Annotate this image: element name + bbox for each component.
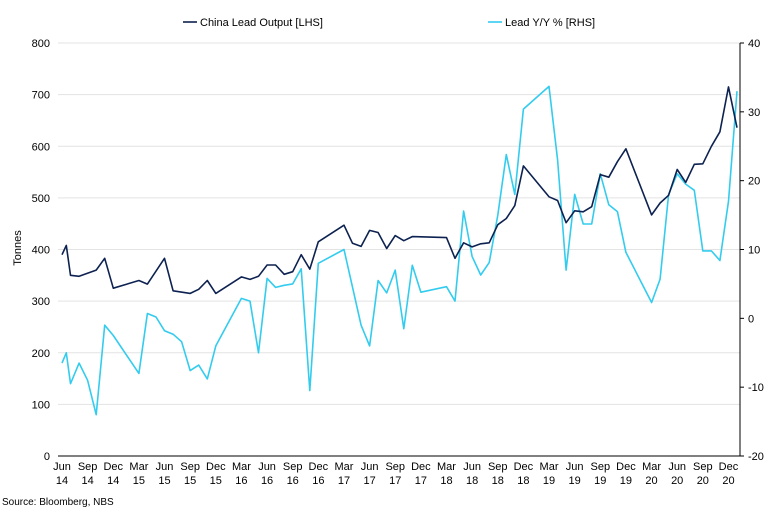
x-tick-year: 15: [184, 475, 196, 487]
x-tick-month: Dec: [103, 461, 123, 473]
x-tick-month: Dec: [719, 461, 739, 473]
x-tick-month: Mar: [129, 461, 148, 473]
right-tick-label: 40: [748, 38, 760, 50]
x-tick-month: Jun: [156, 461, 174, 473]
left-axis-title: Tonnes: [12, 230, 24, 266]
x-tick-year: 15: [158, 475, 170, 487]
legend-label-china-lead-output: China Lead Output [LHS]: [200, 17, 323, 29]
x-tick-year: 14: [82, 475, 94, 487]
x-tick-year: 16: [312, 475, 324, 487]
x-tick-month: Sep: [78, 461, 98, 473]
x-tick-year: 19: [620, 475, 632, 487]
x-tick-month: Jun: [258, 461, 276, 473]
x-tick-month: Sep: [488, 461, 508, 473]
x-tick-year: 16: [261, 475, 273, 487]
x-tick-month: Sep: [283, 461, 303, 473]
right-axis-ticks: -20 -10 0 10 20 30 40: [740, 38, 764, 463]
x-tick-year: 19: [569, 475, 581, 487]
x-tick-year: 17: [338, 475, 350, 487]
x-tick-month: Jun: [463, 461, 481, 473]
x-tick-year: 19: [594, 475, 606, 487]
left-tick-label: 0: [44, 451, 50, 463]
legend-label-lead-yy: Lead Y/Y % [RHS]: [505, 17, 595, 29]
left-axis-ticks: 0 100 200 300 400 500 600 700 800: [32, 38, 50, 463]
left-tick-label: 700: [32, 90, 50, 102]
x-tick-month: Sep: [591, 461, 611, 473]
x-tick-year: 20: [697, 475, 709, 487]
x-tick-year: 19: [543, 475, 555, 487]
right-tick-label: 30: [748, 107, 760, 119]
x-tick-year: 18: [466, 475, 478, 487]
x-tick-month: Jun: [361, 461, 379, 473]
x-tick-month: Sep: [180, 461, 200, 473]
right-tick-label: 20: [748, 176, 760, 188]
left-tick-label: 800: [32, 38, 50, 50]
x-tick-month: Dec: [616, 461, 636, 473]
source-note: Source: Bloomberg, NBS: [2, 497, 114, 508]
series-lines: [61, 85, 738, 416]
x-tick-year: 14: [107, 475, 119, 487]
x-tick-year: 17: [389, 475, 401, 487]
x-axis-ticks: Jun 14 Sep 14 Dec 14 Mar 15 Jun 15 Sep 15 Dec 15 Mar 16…: [53, 461, 739, 487]
x-tick-month: Mar: [334, 461, 353, 473]
x-tick-year: 20: [722, 475, 734, 487]
x-tick-month: Sep: [693, 461, 713, 473]
x-tick-year: 16: [235, 475, 247, 487]
series-line-lead-yy: [61, 85, 738, 416]
x-tick-year: 18: [517, 475, 529, 487]
x-tick-year: 18: [440, 475, 452, 487]
right-tick-label: -10: [748, 382, 764, 394]
x-tick-year: 14: [56, 475, 68, 487]
left-tick-label: 300: [32, 296, 50, 308]
gridlines: [58, 42, 740, 405]
left-tick-label: 400: [32, 245, 50, 257]
right-tick-label: -20: [748, 451, 764, 463]
left-tick-label: 500: [32, 193, 50, 205]
x-tick-month: Dec: [309, 461, 329, 473]
x-tick-month: Jun: [668, 461, 686, 473]
x-tick-year: 16: [287, 475, 299, 487]
series-line-china-lead-output: [61, 86, 738, 295]
x-tick-month: Mar: [642, 461, 661, 473]
right-tick-label: 0: [748, 313, 754, 325]
x-tick-month: Mar: [437, 461, 456, 473]
x-tick-month: Jun: [53, 461, 71, 473]
x-tick-year: 15: [133, 475, 145, 487]
x-tick-year: 17: [415, 475, 427, 487]
x-tick-month: Dec: [514, 461, 534, 473]
x-tick-year: 18: [492, 475, 504, 487]
x-tick-month: Jun: [566, 461, 584, 473]
left-tick-label: 100: [32, 399, 50, 411]
x-tick-year: 20: [645, 475, 657, 487]
x-tick-month: Dec: [206, 461, 226, 473]
x-tick-year: 17: [363, 475, 375, 487]
x-tick-year: 15: [210, 475, 222, 487]
x-tick-month: Sep: [385, 461, 405, 473]
x-tick-month: Mar: [540, 461, 559, 473]
legend: China Lead Output [LHS] Lead Y/Y % [RHS]: [183, 17, 595, 29]
x-tick-month: Mar: [232, 461, 251, 473]
left-tick-label: 200: [32, 348, 50, 360]
x-tick-year: 20: [671, 475, 683, 487]
x-tick-month: Dec: [411, 461, 431, 473]
right-tick-label: 10: [748, 245, 760, 257]
left-tick-label: 600: [32, 141, 50, 153]
